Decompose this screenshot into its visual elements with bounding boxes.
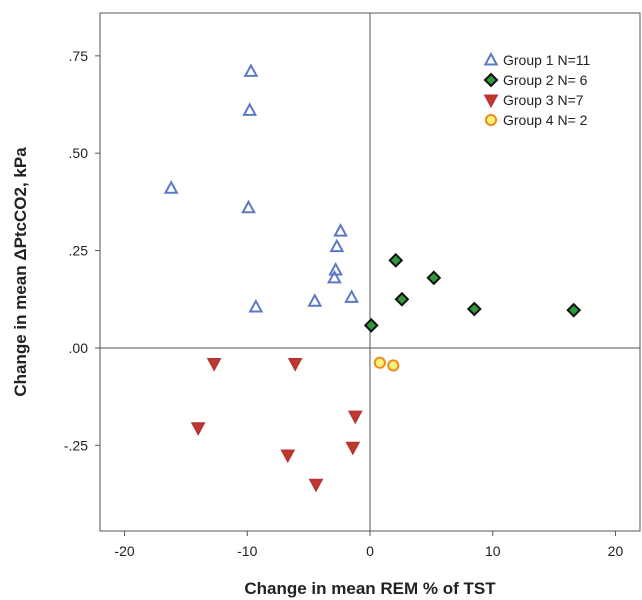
data-point-group-1 (248, 298, 264, 313)
data-point-group-1 (333, 223, 348, 237)
data-point-group-3 (308, 478, 324, 493)
x-tick-label: 0 (366, 543, 374, 559)
legend-label-group-4: Group 4 N= 2 (503, 112, 588, 128)
data-point-group-1 (243, 63, 259, 77)
data-point-group-1 (163, 180, 179, 194)
data-point-group-1 (241, 199, 256, 214)
legend-marker-group-2 (483, 72, 499, 88)
y-tick-label: .50 (69, 145, 89, 161)
y-tick-label: -.25 (64, 437, 88, 453)
data-point-group-4 (387, 359, 400, 372)
legend-marker-group-1 (483, 51, 499, 66)
x-tick-label: 20 (608, 543, 624, 559)
y-axis: .75 .50 .25 .00 -.25 (64, 48, 100, 453)
data-point-group-3 (190, 422, 206, 436)
x-tick-label: 10 (485, 543, 501, 559)
y-tick-label: .25 (69, 243, 89, 259)
data-point-group-1 (327, 269, 342, 284)
data-point-group-2 (394, 291, 410, 307)
data-point-group-3 (287, 358, 303, 372)
legend-label-group-3: Group 3 N=7 (503, 92, 584, 108)
legend-label-group-2: Group 2 N= 6 (503, 72, 588, 88)
legend-marker-group-4 (484, 113, 498, 127)
data-point-group-2 (426, 270, 442, 286)
data-point-group-3 (345, 441, 361, 456)
data-point-group-3 (206, 358, 222, 372)
legend-label-group-1: Group 1 N=11 (503, 52, 591, 68)
y-tick-label: .00 (69, 340, 89, 356)
x-axis: -20 -10 0 10 20 (114, 531, 623, 559)
y-tick-label: .75 (69, 48, 89, 64)
data-point-group-1 (242, 102, 258, 116)
legend: Group 1 N=11 Group 2 N= 6 Group 3 N=7 Group… (483, 51, 591, 128)
data-points (163, 63, 582, 493)
data-point-group-2 (566, 302, 582, 318)
data-point-group-2 (388, 252, 404, 268)
x-tick-label: -10 (237, 543, 257, 559)
legend-marker-group-3 (483, 94, 499, 109)
data-point-group-2 (466, 301, 482, 317)
x-tick-label: -20 (114, 543, 134, 559)
data-point-group-3 (280, 449, 296, 464)
data-point-group-3 (347, 410, 363, 425)
y-axis-title: Change in mean ΔPtcCO2, kPa (11, 147, 30, 397)
data-point-group-2 (363, 317, 379, 333)
reference-lines (100, 13, 640, 531)
data-point-group-1 (344, 289, 359, 303)
data-point-group-1 (329, 238, 345, 253)
x-axis-title: Change in mean REM % of TST (244, 579, 496, 598)
data-point-group-1 (307, 293, 323, 307)
data-point-group-4 (373, 356, 386, 369)
